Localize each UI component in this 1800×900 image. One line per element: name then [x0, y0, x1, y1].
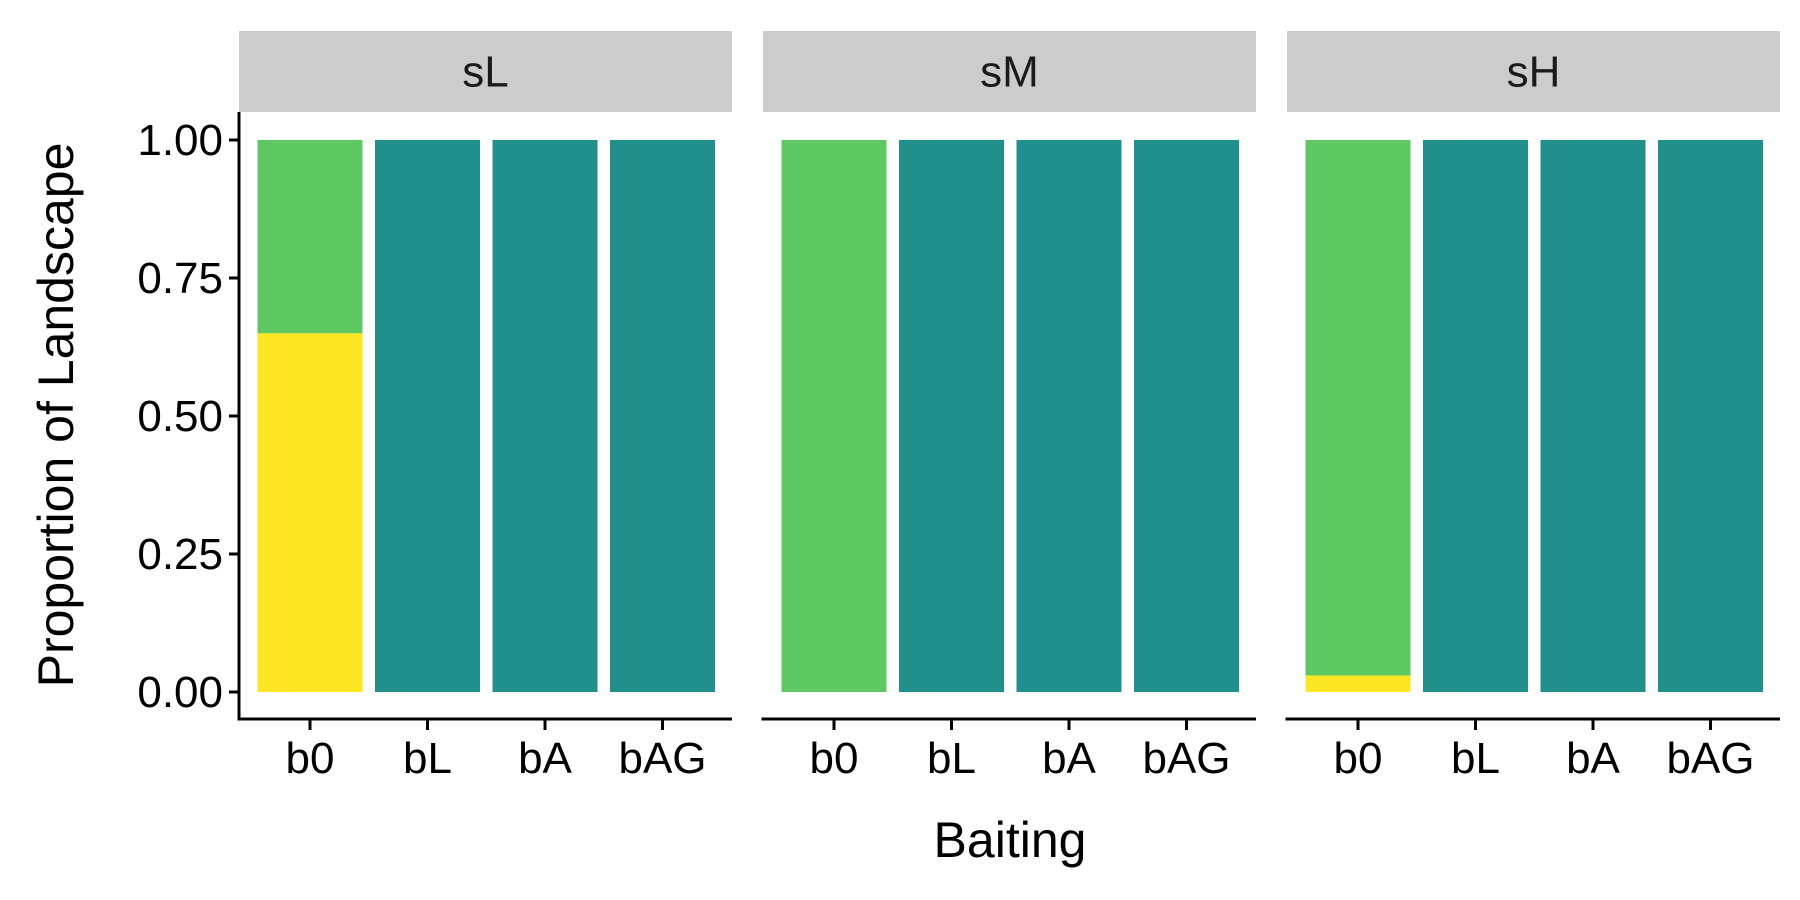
bar-segment	[1016, 140, 1122, 692]
bar-segment	[257, 140, 363, 334]
x-tick-label: bL	[1451, 734, 1500, 783]
bar-segment	[781, 140, 887, 692]
x-tick-label: bAG	[1666, 734, 1754, 783]
bar-segment	[257, 333, 363, 692]
facet-strip	[1287, 31, 1780, 112]
x-tick-label: b0	[1334, 734, 1383, 783]
x-tick-label: bA	[518, 734, 572, 783]
bar-segment	[1305, 140, 1411, 676]
facet-strip-label: sL	[462, 48, 508, 97]
facet-strip-label: sH	[1507, 48, 1561, 97]
bar-segment	[1423, 140, 1528, 692]
y-tick-label: 0.25	[137, 530, 223, 579]
facet-strip	[239, 31, 732, 112]
x-tick-label: bL	[403, 734, 452, 783]
x-tick-label: bAG	[1142, 734, 1230, 783]
bar-segment	[492, 140, 598, 692]
y-tick-label: 0.75	[137, 254, 223, 303]
x-tick-label: bAG	[618, 734, 706, 783]
bar-segment	[375, 140, 480, 692]
bar-segment	[1305, 675, 1411, 692]
facet-strip-label: sM	[980, 48, 1039, 97]
y-tick-label: 1.00	[137, 116, 223, 165]
x-tick-label: bA	[1042, 734, 1096, 783]
x-axis-title: Baiting	[934, 812, 1087, 868]
bar-segment	[1134, 140, 1239, 692]
bar-segment	[1658, 140, 1763, 692]
facet-strip	[763, 31, 1256, 112]
x-tick-label: b0	[286, 734, 335, 783]
y-axis-title: Proportion of Landscape	[28, 143, 84, 688]
x-tick-label: b0	[810, 734, 859, 783]
y-tick-label: 0.00	[137, 668, 223, 717]
bar-segment	[899, 140, 1004, 692]
x-tick-label: bA	[1566, 734, 1620, 783]
x-tick-label: bL	[927, 734, 976, 783]
bar-segment	[610, 140, 715, 692]
bar-segment	[1540, 140, 1646, 692]
y-tick-label: 0.50	[137, 392, 223, 441]
